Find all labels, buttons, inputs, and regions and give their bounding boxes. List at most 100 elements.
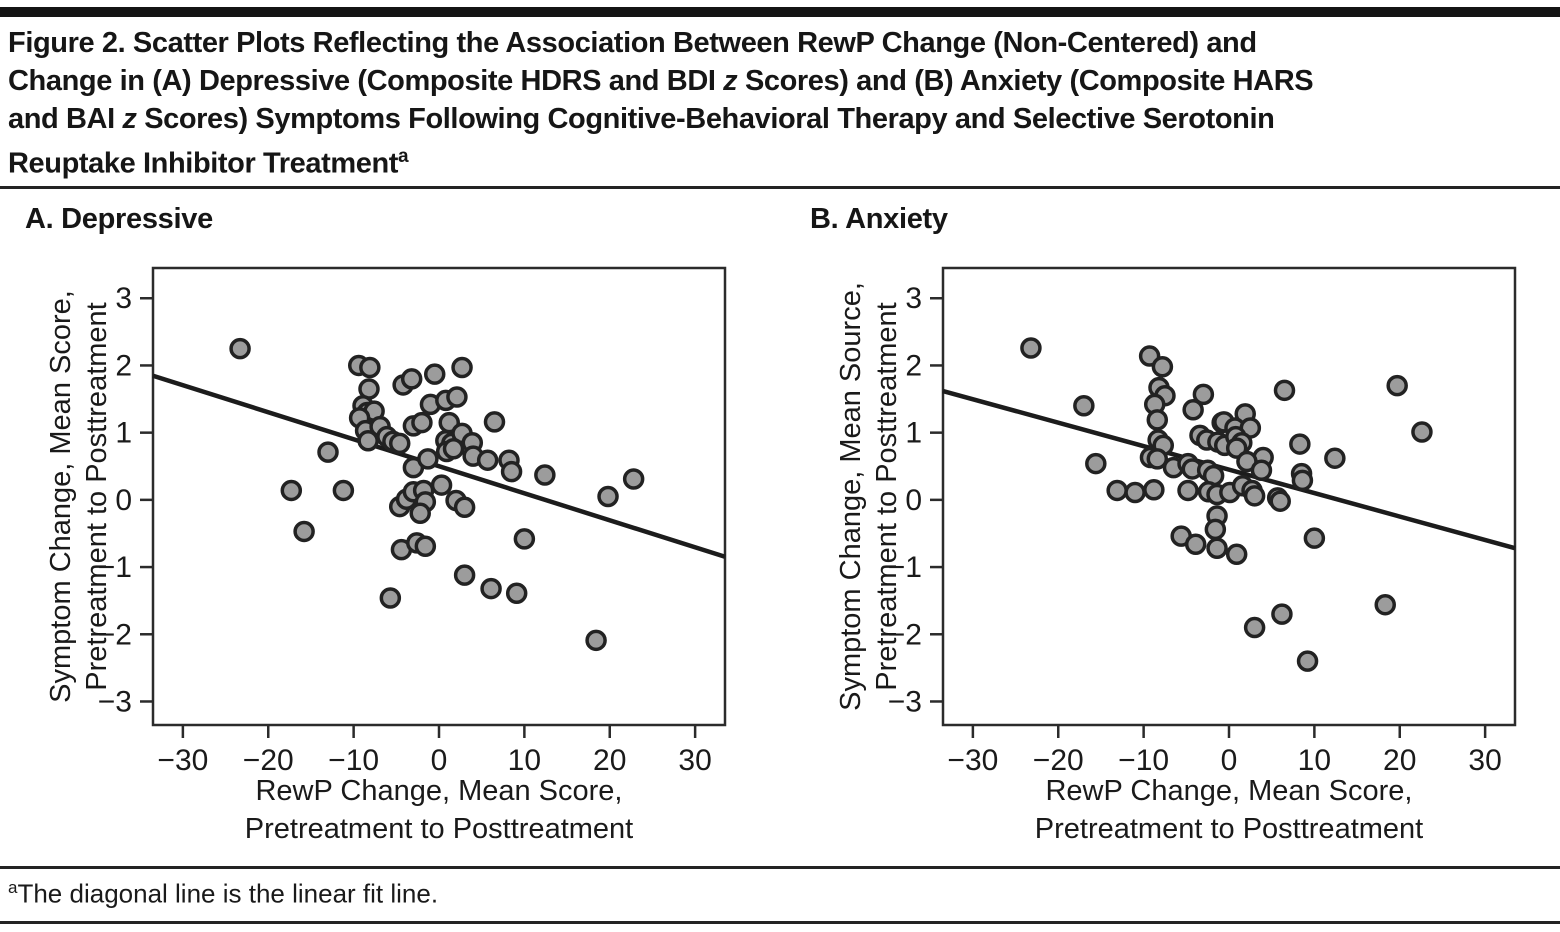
data-point xyxy=(476,449,499,471)
top-rule-bar xyxy=(0,7,1560,17)
data-point xyxy=(414,535,437,557)
y-tick-label: −2 xyxy=(888,618,922,651)
x-tick-label: −20 xyxy=(1033,744,1084,777)
data-point xyxy=(1243,616,1266,639)
y-tick-label: 0 xyxy=(115,484,132,517)
figure-title-line: Reuptake Inhibitor Treatmenta xyxy=(8,146,409,180)
y-tick-label: −3 xyxy=(98,685,132,718)
y-axis-title: Pretreatment to Posttreatment xyxy=(871,302,903,690)
data-point xyxy=(451,356,473,379)
y-axis-title: Symptom Change, Mean Source, xyxy=(835,282,867,711)
data-point xyxy=(1243,485,1266,507)
y-tick-label: −3 xyxy=(888,685,922,718)
data-point xyxy=(1250,459,1273,482)
data-point xyxy=(1073,395,1095,417)
x-tick-label: 30 xyxy=(1468,744,1501,777)
data-point xyxy=(332,479,355,502)
data-point xyxy=(446,386,468,408)
data-point xyxy=(400,368,423,390)
data-point xyxy=(1206,537,1228,559)
data-point xyxy=(1296,650,1319,672)
y-tick-label: −1 xyxy=(888,551,922,584)
data-point xyxy=(359,356,381,379)
data-point xyxy=(585,629,607,652)
data-point xyxy=(1204,518,1227,541)
data-point xyxy=(453,496,476,519)
y-tick-label: 3 xyxy=(115,282,132,315)
x-tick-label: 10 xyxy=(1298,744,1331,777)
footnote-bottom-divider xyxy=(0,921,1560,924)
x-tick-label: −30 xyxy=(947,744,998,777)
data-point xyxy=(534,464,556,486)
data-point xyxy=(1289,433,1311,455)
y-tick-label: 3 xyxy=(905,282,922,315)
data-point xyxy=(1146,409,1169,431)
data-point xyxy=(1192,383,1215,406)
data-point xyxy=(1386,374,1408,397)
x-axis-title: Pretreatment to Posttreatment xyxy=(1035,813,1423,845)
data-point xyxy=(1303,527,1326,549)
figure-title-line: Change in (A) Depressive (Composite HDRS… xyxy=(8,65,1314,97)
data-point xyxy=(1411,421,1433,443)
data-point xyxy=(1269,490,1291,512)
x-axis-title: Pretreatment to Posttreatment xyxy=(245,813,633,845)
y-axis-title: Pretreatment to Posttreatment xyxy=(81,302,113,690)
data-point xyxy=(1374,593,1396,616)
data-point xyxy=(1273,379,1296,402)
x-tick-label: 20 xyxy=(1383,744,1416,777)
data-point xyxy=(417,448,439,470)
data-point xyxy=(379,587,402,609)
panel-b-title: B. Anxiety xyxy=(810,203,948,235)
footnote-top-divider xyxy=(0,866,1560,869)
data-point xyxy=(423,363,446,385)
data-point xyxy=(1020,337,1042,359)
data-point xyxy=(388,432,411,455)
x-tick-label: 0 xyxy=(431,744,448,777)
y-tick-label: 2 xyxy=(905,349,922,382)
data-point xyxy=(1146,448,1169,470)
panel-a-title: A. Depressive xyxy=(25,203,213,235)
data-point xyxy=(280,479,303,502)
data-point xyxy=(480,577,502,600)
x-tick-label: 30 xyxy=(678,744,711,777)
x-tick-label: 10 xyxy=(508,744,541,777)
data-point xyxy=(442,438,465,460)
linear-fit-line xyxy=(942,388,1516,551)
figure-title-line: Figure 2. Scatter Plots Reflecting the A… xyxy=(8,27,1257,59)
data-point xyxy=(1225,543,1248,566)
x-axis-title: RewP Change, Mean Score, xyxy=(1045,775,1412,807)
data-point xyxy=(409,502,431,525)
data-point xyxy=(229,337,251,360)
x-axis-title: RewP Change, Mean Score, xyxy=(255,775,622,807)
data-point xyxy=(1291,469,1314,492)
y-tick-label: 0 xyxy=(905,484,922,517)
x-tick-label: −30 xyxy=(157,744,208,777)
title-divider xyxy=(0,186,1560,189)
y-tick-label: −2 xyxy=(98,618,132,651)
data-point xyxy=(1143,479,1165,501)
data-point xyxy=(505,582,528,605)
data-point xyxy=(430,474,453,496)
data-point xyxy=(1085,452,1107,475)
data-point xyxy=(1177,479,1199,502)
y-tick-label: 1 xyxy=(905,417,922,450)
y-tick-label: 1 xyxy=(115,417,132,450)
y-tick-label: −1 xyxy=(98,551,132,584)
data-point xyxy=(317,441,339,463)
data-point xyxy=(293,520,315,543)
y-tick-label: 2 xyxy=(115,349,132,382)
data-point xyxy=(483,411,506,433)
data-point xyxy=(513,528,536,550)
data-point xyxy=(1184,533,1207,555)
data-point xyxy=(597,485,619,508)
x-tick-label: 0 xyxy=(1221,744,1238,777)
x-tick-label: 20 xyxy=(593,744,626,777)
footnote-marker: a xyxy=(8,878,18,897)
figure-title: Figure 2. Scatter Plots Reflecting the A… xyxy=(8,24,1556,183)
data-point xyxy=(500,460,523,483)
data-point xyxy=(1271,603,1293,625)
data-point xyxy=(1151,356,1174,378)
figure-title-line: and BAI z Scores) Symptoms Following Cog… xyxy=(8,103,1275,135)
